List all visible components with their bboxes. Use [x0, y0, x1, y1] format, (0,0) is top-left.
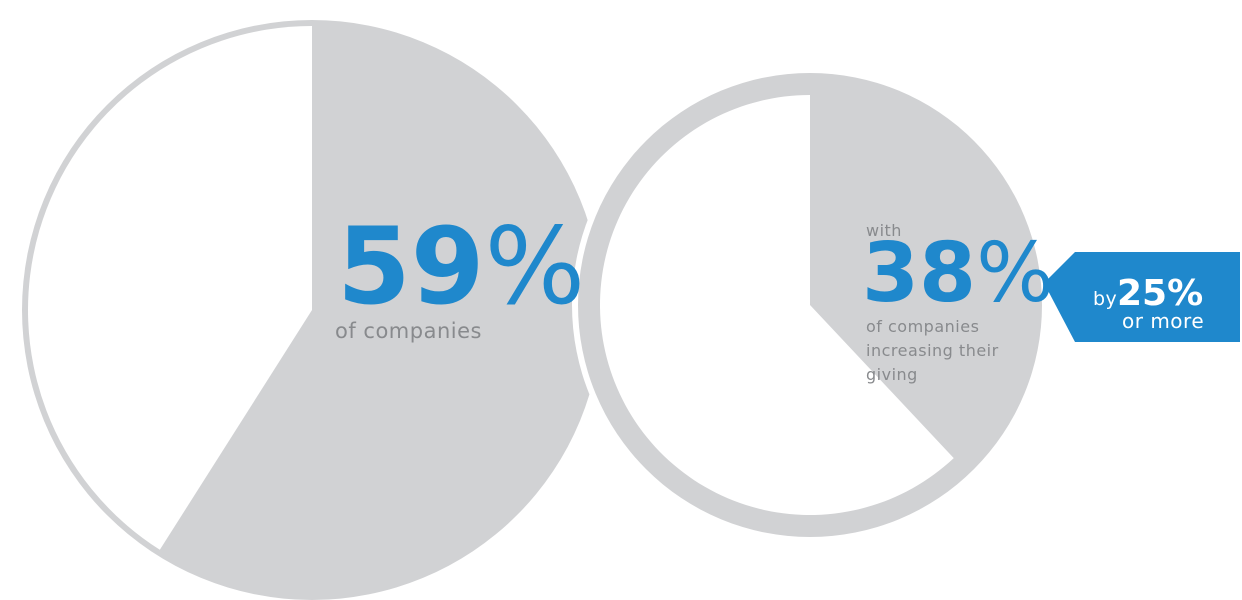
stat-59-percent: %	[485, 205, 586, 328]
stat-38-percent: %	[976, 226, 1054, 321]
stat-38-prefix: with	[866, 221, 902, 240]
banner-ribbon: by 25% or more	[1044, 252, 1240, 342]
stat-59-value: 59%	[337, 205, 585, 328]
pie-38-remainder-slice	[599, 95, 954, 515]
stat-38-caption-line-3: giving	[866, 365, 918, 384]
pie-59-remainder-slice	[28, 26, 312, 550]
stat-38-value: 38%	[862, 226, 1054, 321]
stat-38-caption-line-1: of companies	[866, 317, 979, 336]
banner-suffix: or more	[1122, 309, 1204, 333]
banner-prefix: by	[1093, 288, 1117, 310]
stat-59-number: 59	[337, 205, 485, 328]
stat-38-caption-line-2: increasing their	[866, 341, 999, 360]
pie-chart-59	[22, 20, 602, 600]
stat-38-number: 38	[862, 226, 976, 321]
banner-background	[1044, 252, 1240, 342]
pie-chart-38	[578, 73, 1042, 537]
banner-value: 25%	[1117, 273, 1203, 314]
stat-59-caption: of companies	[335, 319, 482, 343]
